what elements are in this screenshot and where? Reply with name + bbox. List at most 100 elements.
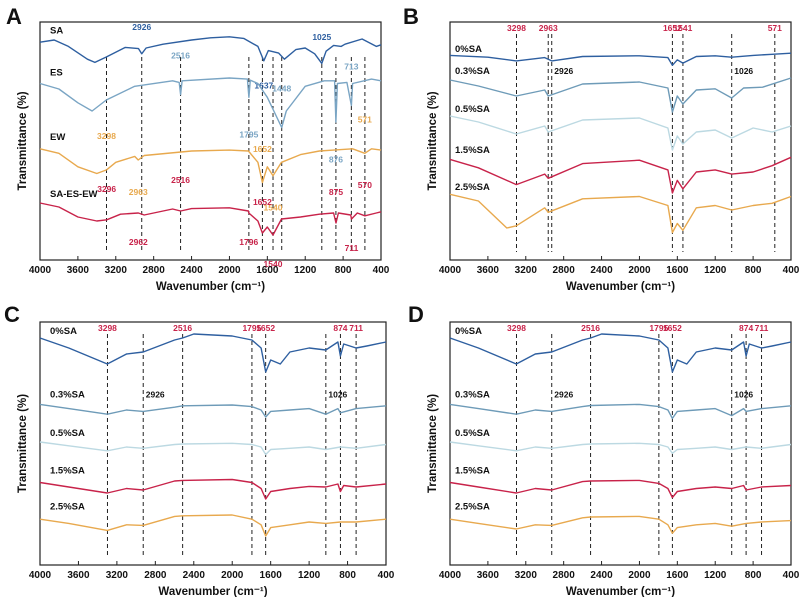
peak-annotation: 1796	[239, 237, 258, 247]
x-tick-label: 3600	[67, 570, 90, 581]
peak-top-label: 571	[768, 23, 782, 33]
x-tick-label: 3600	[67, 265, 90, 276]
x-tick-label: 800	[335, 265, 352, 276]
series-label: 0%SA	[50, 326, 77, 337]
series-label: EW	[50, 132, 65, 143]
x-axis-title: Wavenumber (cm⁻¹)	[566, 281, 675, 293]
x-tick-label: 2800	[144, 570, 167, 581]
peak-top-label: 1652	[663, 323, 682, 333]
plot-frame	[449, 21, 792, 261]
peak-annotation: 713	[344, 61, 358, 71]
series-label: 2.5%SA	[50, 501, 85, 512]
peak-annotation: 1540	[264, 259, 283, 269]
plot-frame	[39, 321, 387, 566]
y-axis-title: Transmittance (%)	[427, 91, 439, 190]
x-tick-label: 4000	[29, 570, 52, 581]
peak-annotation: 1448	[272, 83, 291, 93]
peak-annotation: 876	[329, 154, 343, 164]
x-tick-label: 400	[378, 570, 395, 581]
series-label: 1.5%SA	[50, 466, 85, 477]
x-tick-label: 1200	[704, 265, 727, 276]
peak-top-label: 1652	[256, 323, 275, 333]
panel-letter-d: D	[408, 302, 424, 327]
peak-annotation: 1637	[254, 80, 273, 90]
panel-d: D 0%SA 0.3%SA 0.5%SA 1.5%SA 2.5%SA 3298 2516 179…	[408, 302, 800, 597]
peak-top-label: 3298	[507, 23, 526, 33]
series-line-0-sa	[449, 333, 792, 373]
y-axis-title: Transmittance (%)	[17, 394, 29, 493]
x-tick-label: 1200	[704, 570, 727, 581]
x-tick-label: 3200	[106, 570, 129, 581]
x-tick-label: 3600	[477, 570, 500, 581]
x-tick-label: 2000	[628, 570, 651, 581]
x-tick-label: 400	[373, 265, 390, 276]
peak-inner-label: 1026	[734, 66, 753, 76]
series-line-1-5-sa	[449, 156, 792, 194]
x-tick-label: 1600	[260, 570, 283, 581]
panel-c: C 0%SA 0.3%SA 0.5%SA 1.5%SA 2.5%SA 3298 2516 179…	[4, 302, 395, 597]
series-label: 2.5%SA	[455, 501, 490, 512]
series-label: 0%SA	[455, 44, 482, 55]
peak-top-label: 1795	[649, 323, 668, 333]
series-label: ES	[50, 67, 63, 78]
peak-annotation: 2516	[171, 175, 190, 185]
peak-top-label: 3298	[507, 323, 526, 333]
panel-b: B 0%SA 0.3%SA 0.5%SA 1.5%SA 2.5%SA 3298 2963 165…	[403, 4, 800, 293]
series-line-0-3-sa	[39, 403, 387, 418]
series-line-1-5-sa	[39, 478, 387, 500]
panel-letter-c: C	[4, 302, 20, 327]
x-tick-label: 3200	[105, 265, 128, 276]
x-tick-label: 2800	[553, 265, 576, 276]
peak-top-label: 711	[349, 323, 363, 333]
plot-frame	[39, 21, 382, 261]
x-tick-label: 2800	[553, 570, 576, 581]
peak-annotation: 711	[345, 243, 359, 253]
peak-annotation: 1540	[264, 203, 283, 213]
x-tick-label: 3200	[515, 265, 538, 276]
peak-annotation: 1795	[239, 130, 258, 140]
series-line-0-5-sa	[39, 441, 387, 456]
series-line-2-5-sa	[449, 193, 792, 234]
x-tick-label: 3600	[477, 265, 500, 276]
series-line-0-sa	[449, 52, 792, 66]
series-label: 2.5%SA	[455, 182, 490, 193]
peak-inner-label: 2926	[554, 389, 573, 399]
peak-annotation: 2963	[129, 187, 148, 197]
y-axis-title: Transmittance (%)	[17, 91, 29, 190]
series-line-0-3-sa	[449, 403, 792, 420]
series-label: 0%SA	[455, 326, 482, 337]
peak-inner-label: 2926	[554, 66, 573, 76]
peak-inner-label: 1026	[328, 389, 347, 399]
series-label: 0.3%SA	[455, 389, 490, 400]
series-line-1-5-sa	[449, 479, 792, 499]
peak-annotation: 1652	[253, 144, 272, 154]
peak-top-label: 874	[333, 323, 347, 333]
peak-top-label: 2963	[539, 23, 558, 33]
x-tick-label: 1200	[298, 570, 321, 581]
x-tick-label: 2400	[590, 570, 613, 581]
peak-annotation: 570	[358, 180, 372, 190]
peak-inner-label: 2926	[146, 389, 165, 399]
series-label: 0.3%SA	[455, 66, 490, 77]
peak-top-label: 1541	[673, 23, 692, 33]
peak-annotation: 1025	[312, 32, 331, 42]
panel-letter-a: A	[6, 4, 22, 29]
x-tick-label: 1600	[256, 265, 279, 276]
x-tick-label: 4000	[439, 570, 462, 581]
peak-annotation: 2516	[171, 50, 190, 60]
panel-a: A SA 2926 1637 1025 ES 2516 1795 1448 876 713 EW 329…	[6, 4, 390, 293]
x-tick-label: 4000	[29, 265, 52, 276]
series-label: 0.5%SA	[455, 104, 490, 115]
series-line-2-5-sa	[39, 514, 387, 537]
peak-top-label: 3298	[98, 323, 117, 333]
series-line-sa	[39, 36, 382, 65]
x-tick-label: 2400	[180, 265, 203, 276]
x-axis-title: Wavenumber (cm⁻¹)	[566, 586, 675, 597]
peak-top-label: 711	[755, 323, 769, 333]
series-label: 1.5%SA	[455, 466, 490, 477]
series-label: SA-ES-EW	[50, 189, 98, 200]
x-tick-label: 2800	[143, 265, 166, 276]
x-tick-label: 3200	[515, 570, 538, 581]
series-line-0-3-sa	[449, 77, 792, 113]
peak-top-label: 2516	[581, 323, 600, 333]
